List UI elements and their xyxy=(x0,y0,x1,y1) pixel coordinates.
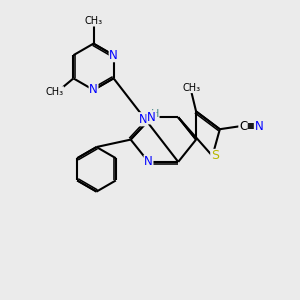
Text: C: C xyxy=(239,120,247,133)
Text: CH₃: CH₃ xyxy=(182,82,201,93)
Text: H: H xyxy=(151,109,159,119)
Text: N: N xyxy=(147,111,156,124)
Text: N: N xyxy=(144,155,153,168)
Text: N: N xyxy=(254,120,263,133)
Text: N: N xyxy=(139,113,147,126)
Text: N: N xyxy=(109,49,118,62)
Text: N: N xyxy=(89,83,98,97)
Text: S: S xyxy=(211,149,219,162)
Text: CH₃: CH₃ xyxy=(45,87,64,97)
Text: CH₃: CH₃ xyxy=(85,16,103,26)
